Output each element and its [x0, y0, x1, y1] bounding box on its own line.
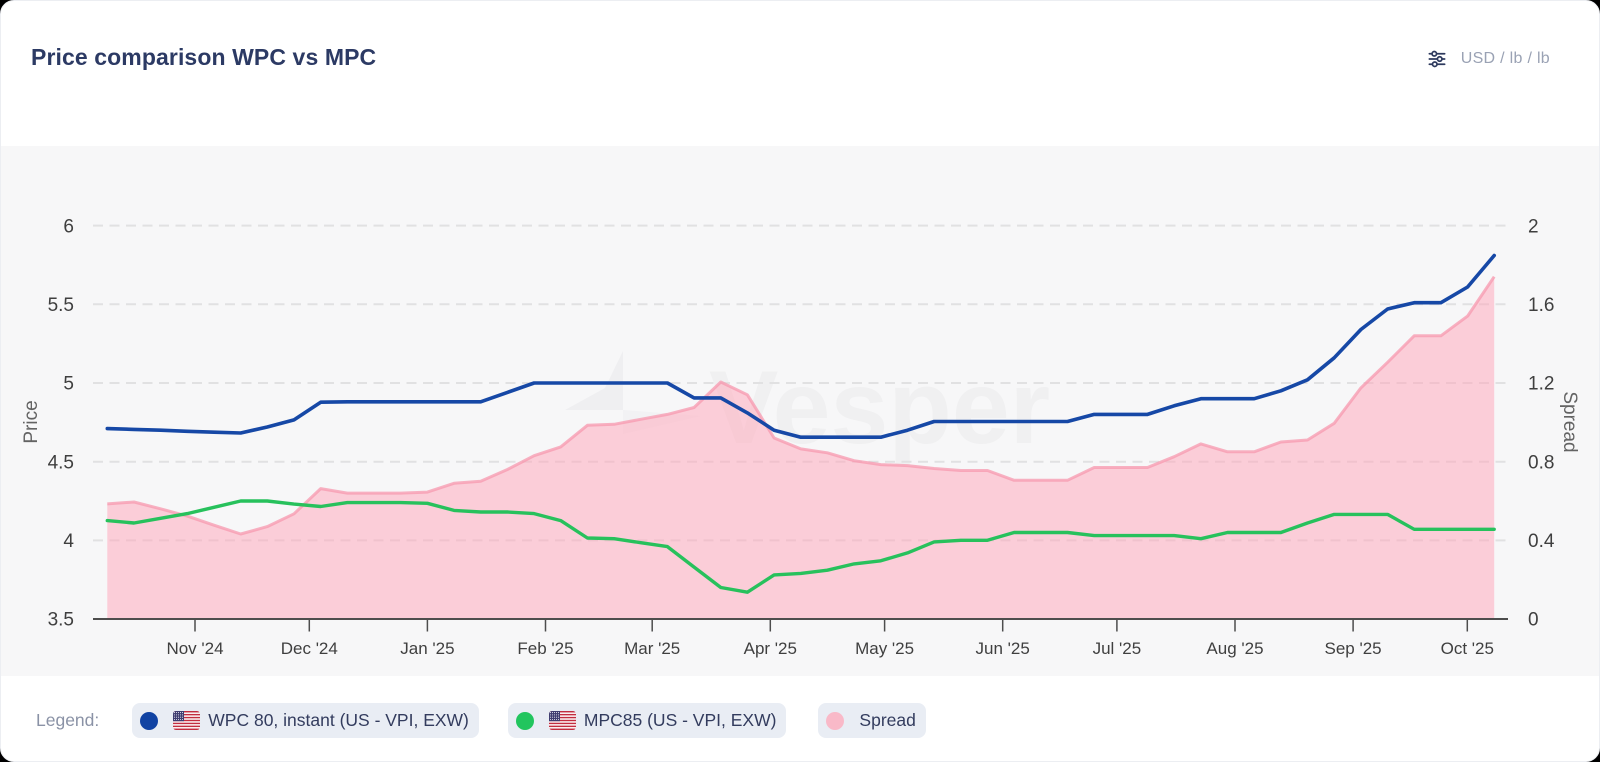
svg-text:1.2: 1.2 — [1528, 374, 1554, 395]
svg-text:Nov '24: Nov '24 — [166, 639, 223, 658]
svg-text:Mar '25: Mar '25 — [624, 639, 680, 658]
svg-text:Jan '25: Jan '25 — [400, 639, 454, 658]
svg-text:Jul '25: Jul '25 — [1093, 639, 1142, 658]
svg-text:Sep '25: Sep '25 — [1325, 639, 1382, 658]
svg-text:0: 0 — [1528, 610, 1539, 631]
svg-text:Feb '25: Feb '25 — [517, 639, 573, 658]
svg-text:Apr '25: Apr '25 — [744, 639, 797, 658]
svg-text:Spread: Spread — [1559, 391, 1580, 452]
svg-text:4: 4 — [63, 531, 74, 552]
svg-text:6: 6 — [63, 216, 74, 237]
svg-text:Dec '24: Dec '24 — [281, 639, 338, 658]
svg-text:Oct '25: Oct '25 — [1441, 639, 1494, 658]
svg-text:5: 5 — [63, 374, 74, 395]
svg-text:2: 2 — [1528, 216, 1539, 237]
svg-text:5.5: 5.5 — [48, 295, 74, 316]
svg-text:3.5: 3.5 — [48, 610, 74, 631]
svg-text:Price: Price — [21, 400, 42, 443]
svg-text:4.5: 4.5 — [48, 452, 74, 473]
svg-text:1.6: 1.6 — [1528, 295, 1554, 316]
svg-text:0.8: 0.8 — [1528, 452, 1554, 473]
svg-text:Jun '25: Jun '25 — [976, 639, 1030, 658]
svg-text:Aug '25: Aug '25 — [1206, 639, 1263, 658]
svg-text:May '25: May '25 — [855, 639, 914, 658]
svg-text:0.4: 0.4 — [1528, 531, 1555, 552]
